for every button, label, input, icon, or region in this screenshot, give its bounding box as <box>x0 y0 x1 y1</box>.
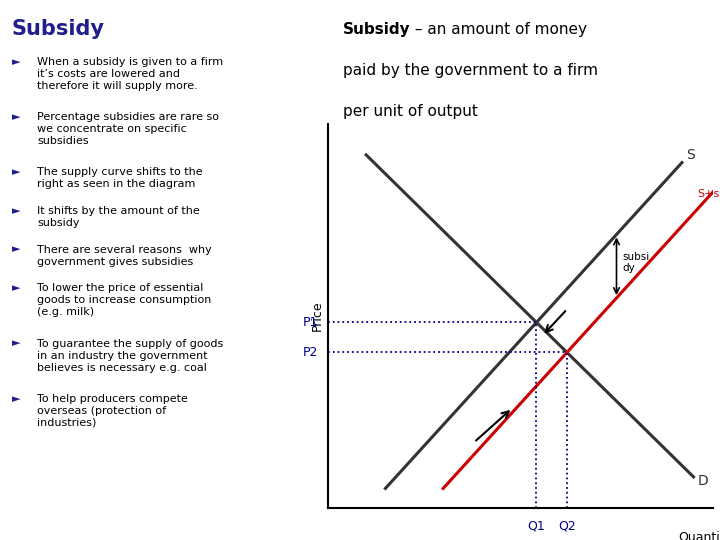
Text: S+subsidy: S+subsidy <box>698 190 720 199</box>
Text: P2: P2 <box>302 346 318 359</box>
Text: ►: ► <box>12 167 20 177</box>
Text: ►: ► <box>12 112 20 122</box>
Y-axis label: Price: Price <box>310 301 323 331</box>
Text: subsi
dy: subsi dy <box>622 252 649 273</box>
Text: Subsidy: Subsidy <box>12 19 104 39</box>
Text: ►: ► <box>12 339 20 349</box>
Text: ►: ► <box>12 206 20 216</box>
Text: ►: ► <box>12 394 20 404</box>
Text: P1: P1 <box>302 316 318 329</box>
Text: It shifts by the amount of the
subsidy: It shifts by the amount of the subsidy <box>37 206 200 228</box>
Text: Quantity: Quantity <box>678 531 720 540</box>
Text: To help producers compete
overseas (protection of
industries): To help producers compete overseas (prot… <box>37 394 189 428</box>
Text: per unit of output: per unit of output <box>343 105 478 119</box>
Text: Percentage subsidies are rare so
we concentrate on specific
subsidies: Percentage subsidies are rare so we conc… <box>37 112 220 146</box>
Text: S: S <box>686 148 695 162</box>
Text: – an amount of money: – an amount of money <box>410 22 588 37</box>
Text: To guarantee the supply of goods
in an industry the government
believes is neces: To guarantee the supply of goods in an i… <box>37 339 224 373</box>
Text: The supply curve shifts to the
right as seen in the diagram: The supply curve shifts to the right as … <box>37 167 203 189</box>
Text: Subsidy: Subsidy <box>343 22 410 37</box>
Text: Q1: Q1 <box>528 519 545 532</box>
Text: When a subsidy is given to a firm
it’s costs are lowered and
therefore it will s: When a subsidy is given to a firm it’s c… <box>37 57 224 91</box>
Text: ►: ► <box>12 284 20 294</box>
Text: ►: ► <box>12 245 20 255</box>
Text: To lower the price of essential
goods to increase consumption
(e.g. milk): To lower the price of essential goods to… <box>37 284 212 318</box>
Text: paid by the government to a firm: paid by the government to a firm <box>343 63 598 78</box>
Text: Q2: Q2 <box>558 519 576 532</box>
Text: There are several reasons  why
government gives subsidies: There are several reasons why government… <box>37 245 212 267</box>
Text: ►: ► <box>12 57 20 67</box>
Text: D: D <box>698 474 708 488</box>
